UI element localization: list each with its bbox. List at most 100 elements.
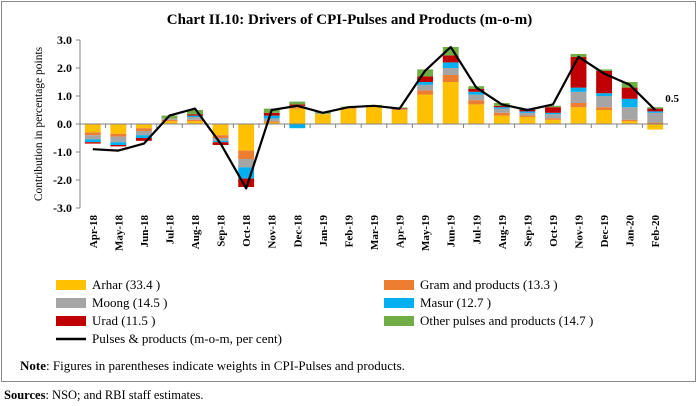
bar-segment bbox=[187, 119, 203, 122]
bar-segment bbox=[468, 89, 485, 92]
bar-segment bbox=[135, 131, 152, 136]
bar-segment bbox=[263, 121, 280, 123]
chart-frame bbox=[1, 1, 696, 382]
legend-swatch bbox=[384, 298, 414, 308]
x-tick-label: Dec-19 bbox=[599, 215, 611, 248]
bar-segment bbox=[314, 114, 331, 124]
bar-segment bbox=[417, 82, 434, 85]
x-tick-label: Feb-19 bbox=[343, 215, 355, 248]
x-tick-label: Aug-18 bbox=[190, 215, 202, 250]
bar-segment bbox=[545, 118, 561, 120]
bar-segment bbox=[596, 93, 613, 96]
legend-swatch bbox=[384, 280, 414, 290]
bar-segment bbox=[263, 122, 280, 124]
bar-segment bbox=[84, 142, 101, 144]
x-tick-label: Apr-18 bbox=[88, 215, 100, 249]
bar-segment bbox=[417, 76, 434, 82]
bar-segment bbox=[519, 115, 536, 117]
bar-segment bbox=[468, 100, 485, 105]
line-series-pulses-products bbox=[92, 45, 656, 190]
y-tick-label: 2.0 bbox=[57, 61, 72, 75]
bar-segment bbox=[442, 62, 459, 68]
y-axis-label: Contribution in percentage points bbox=[33, 46, 45, 201]
bar-segment bbox=[647, 122, 664, 124]
x-tick-label: Sep-18 bbox=[216, 215, 228, 247]
x-tick-label: Aug-19 bbox=[497, 215, 509, 250]
bar-segment bbox=[596, 110, 613, 124]
y-tick-label: -1.0 bbox=[53, 145, 72, 159]
x-tick-label: Oct-19 bbox=[548, 215, 560, 247]
bar-segment bbox=[84, 132, 101, 136]
bar-segment bbox=[621, 98, 638, 108]
y-tick-label: -2.0 bbox=[53, 173, 72, 187]
bar-segment bbox=[161, 119, 178, 122]
sources-text: : NSO; and RBI staff estimates. bbox=[45, 388, 204, 402]
x-tick-label: Oct-18 bbox=[241, 215, 253, 247]
bar-segment bbox=[263, 118, 280, 122]
bar-segment bbox=[647, 111, 664, 113]
bar-segment bbox=[212, 135, 229, 138]
x-tick-label: Jan-19 bbox=[318, 215, 330, 247]
bar-segment bbox=[289, 108, 306, 124]
bar-segment bbox=[519, 117, 536, 124]
bar-segment bbox=[596, 107, 613, 110]
bar-segment bbox=[135, 135, 152, 138]
bar-segment bbox=[596, 96, 613, 108]
x-tick-label: Jun-19 bbox=[446, 215, 458, 248]
legend-swatch bbox=[56, 298, 86, 308]
bar-segment bbox=[570, 87, 587, 92]
bar-segment bbox=[545, 112, 561, 115]
x-tick-label: May-19 bbox=[420, 215, 432, 252]
bar-segment bbox=[493, 105, 510, 108]
y-tick-label: -3.0 bbox=[53, 201, 72, 215]
bar-segment bbox=[110, 145, 127, 147]
chart-note: Note: Figures in parentheses indicate we… bbox=[20, 358, 405, 374]
legend-swatch bbox=[56, 280, 86, 290]
bar-segment bbox=[468, 104, 485, 124]
bar-segment bbox=[84, 124, 101, 133]
x-tick-label: Jul-19 bbox=[471, 215, 483, 245]
bar-segment bbox=[187, 117, 203, 120]
legend-swatch bbox=[384, 316, 414, 326]
bar-segment bbox=[84, 135, 101, 140]
bar-segment bbox=[340, 108, 357, 124]
bar-segment bbox=[238, 124, 255, 151]
bar-segment bbox=[647, 107, 664, 109]
bar-segment bbox=[596, 69, 613, 71]
bar-segment bbox=[647, 112, 664, 123]
legend-label: Gram and products (13.3 ) bbox=[420, 277, 558, 292]
bar-segment bbox=[187, 110, 203, 115]
bar-segment bbox=[135, 124, 152, 129]
legend-swatch bbox=[56, 316, 86, 326]
bar-segment bbox=[545, 105, 561, 108]
bar-segment bbox=[238, 167, 255, 179]
x-tick-label: Jul-18 bbox=[164, 215, 176, 245]
bar-segment bbox=[493, 107, 510, 109]
note-text: : Figures in parentheses indicate weight… bbox=[46, 358, 405, 373]
x-tick-label: Feb-20 bbox=[650, 215, 662, 248]
x-tick-label: Sep-19 bbox=[522, 215, 534, 247]
chart-svg: 3.0 2.0 1.0 0.0 -1.0 -2.0 -3.0 Contribution in … bbox=[33, 33, 679, 346]
bar-segment bbox=[417, 90, 434, 95]
bar-segment bbox=[442, 82, 459, 124]
bar-segment bbox=[442, 55, 459, 63]
bar-segment bbox=[289, 101, 306, 105]
x-tick-label: Nov-19 bbox=[574, 215, 586, 249]
y-tick-label: 3.0 bbox=[57, 33, 72, 47]
x-tick-label: Jan-20 bbox=[625, 215, 637, 247]
bar-segment bbox=[468, 91, 485, 95]
bar-segment bbox=[161, 118, 178, 120]
bar-segment bbox=[493, 115, 510, 124]
bar-segment bbox=[519, 112, 536, 116]
y-tick-label: 0.0 bbox=[57, 117, 72, 131]
bar-segment bbox=[647, 124, 664, 130]
x-tick-label: Nov-18 bbox=[267, 215, 279, 249]
legend-label: Other pulses and products (14.7 ) bbox=[420, 313, 593, 328]
bar-segment bbox=[621, 119, 638, 122]
bar-segment bbox=[570, 54, 587, 57]
bar-segment bbox=[212, 140, 229, 143]
legend-label: Masur (12.7 ) bbox=[420, 295, 491, 310]
bar-segment bbox=[570, 91, 587, 103]
bar-segment bbox=[545, 107, 561, 113]
bar-segment bbox=[289, 124, 306, 129]
